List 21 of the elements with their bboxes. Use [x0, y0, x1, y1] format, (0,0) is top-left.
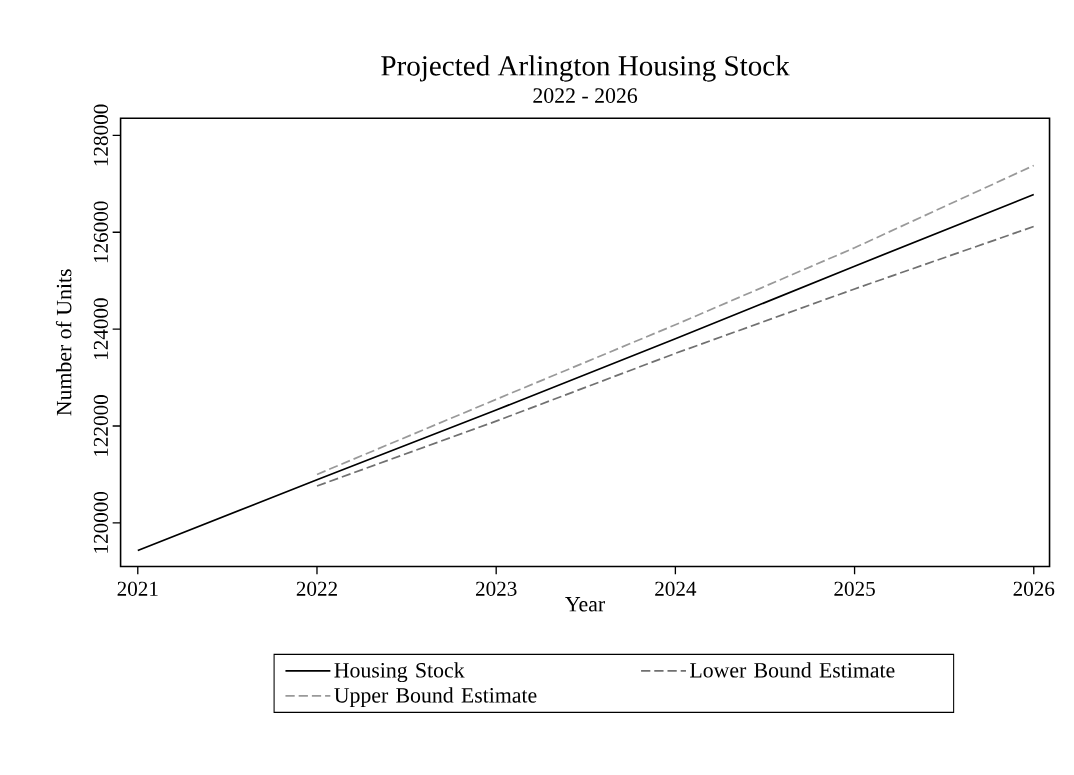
x-tick-label: 2021: [117, 581, 158, 597]
y-tick-label: 128000: [93, 104, 108, 166]
legend-label: Lower Bound Estimate: [690, 662, 895, 678]
line-series: [316, 225, 1035, 488]
legend-label: Upper Bound Estimate: [334, 687, 537, 708]
x-tick-label: 2026: [1013, 581, 1055, 597]
y-tick-label: 126000: [93, 201, 108, 263]
y-tick-label: 124000: [93, 298, 108, 360]
chart-subtitle: 2022 - 2026: [533, 88, 638, 104]
chart-title: Projected Arlington Housing Stock: [381, 55, 790, 82]
x-tick-label: 2025: [834, 581, 875, 597]
x-axis-title: Year: [565, 597, 605, 612]
y-tick-label: 120000: [93, 492, 108, 553]
x-tick-label: 2024: [655, 581, 697, 597]
line-series: [316, 164, 1035, 476]
legend-label: Housing Stock: [334, 662, 465, 683]
y-axis-title: Number of Units: [55, 269, 72, 416]
x-tick-label: 2022: [296, 581, 337, 597]
y-tick-label: 122000: [93, 395, 108, 456]
line-series: [136, 193, 1035, 552]
x-tick-label: 2023: [475, 581, 517, 597]
